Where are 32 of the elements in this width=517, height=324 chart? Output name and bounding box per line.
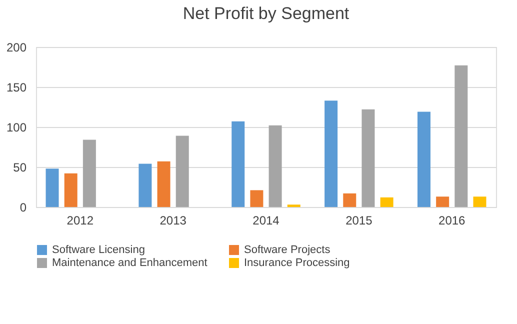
bar bbox=[380, 197, 394, 207]
bar bbox=[157, 161, 170, 207]
bar bbox=[46, 168, 59, 207]
bar bbox=[324, 100, 338, 207]
legend-label: Software Licensing bbox=[52, 244, 145, 256]
legend-label: Software Projects bbox=[244, 244, 331, 256]
x-tick-label: 2012 bbox=[66, 214, 94, 228]
chart-title: Net Profit by Segment bbox=[182, 4, 350, 23]
bar bbox=[268, 125, 282, 207]
legend-label: Maintenance and Enhancement bbox=[52, 257, 208, 269]
legend-label: Insurance Processing bbox=[244, 257, 350, 269]
y-tick-label: 200 bbox=[6, 40, 27, 54]
x-tick-label: 2016 bbox=[438, 214, 466, 228]
x-tick-label: 2013 bbox=[160, 214, 187, 228]
y-tick-label: 50 bbox=[13, 160, 27, 174]
bar bbox=[138, 164, 152, 207]
y-tick-label: 150 bbox=[6, 80, 27, 94]
y-tick-label: 100 bbox=[6, 120, 27, 134]
bar bbox=[250, 190, 264, 207]
bar bbox=[82, 140, 96, 207]
bar bbox=[473, 196, 486, 207]
bar bbox=[64, 173, 78, 207]
bar bbox=[454, 65, 468, 207]
x-tick-label: 2014 bbox=[252, 214, 280, 228]
x-tick-label: 2015 bbox=[346, 214, 373, 228]
bar bbox=[232, 121, 245, 207]
bar bbox=[436, 196, 450, 207]
bar bbox=[417, 112, 430, 207]
bar bbox=[362, 109, 375, 207]
y-tick-label: 0 bbox=[20, 200, 27, 214]
bar bbox=[176, 136, 189, 207]
bar bbox=[343, 193, 356, 207]
